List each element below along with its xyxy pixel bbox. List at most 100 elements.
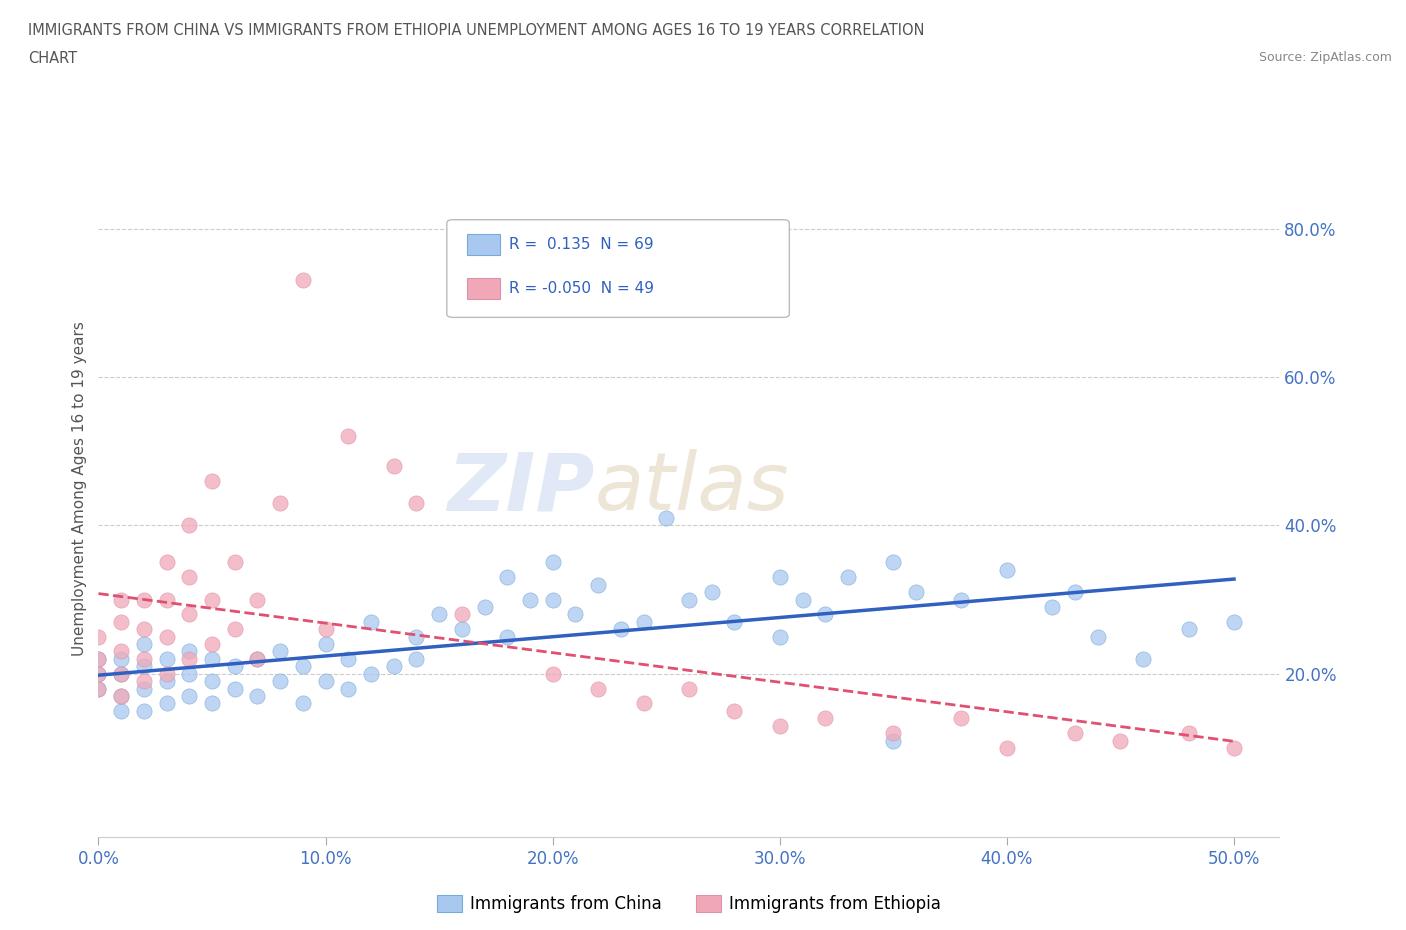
Point xyxy=(564,607,586,622)
Point xyxy=(360,615,382,630)
Point xyxy=(291,658,314,673)
Point xyxy=(405,496,427,511)
Point xyxy=(633,696,655,711)
Point xyxy=(792,592,814,607)
Point xyxy=(179,666,201,681)
Point xyxy=(246,652,269,667)
Point xyxy=(633,615,655,630)
Point xyxy=(474,600,496,615)
Point xyxy=(450,622,472,637)
Text: CHART: CHART xyxy=(28,51,77,66)
Point xyxy=(132,673,155,688)
Point xyxy=(541,555,564,570)
Point xyxy=(882,725,904,740)
Point xyxy=(132,652,155,667)
Point xyxy=(110,666,132,681)
Point xyxy=(427,607,450,622)
Point xyxy=(291,273,314,288)
Point xyxy=(110,666,132,681)
Point xyxy=(723,615,745,630)
Point xyxy=(814,607,837,622)
Point xyxy=(950,592,973,607)
Point xyxy=(995,740,1018,755)
Point xyxy=(87,652,110,667)
Point xyxy=(132,658,155,673)
Point xyxy=(269,496,291,511)
Point xyxy=(519,592,541,607)
Point xyxy=(655,511,678,525)
Point xyxy=(132,637,155,652)
Point xyxy=(179,607,201,622)
Point xyxy=(541,666,564,681)
Text: R =  0.135  N = 69: R = 0.135 N = 69 xyxy=(509,236,654,252)
Point xyxy=(315,622,337,637)
Point xyxy=(837,570,859,585)
Point xyxy=(382,458,405,473)
Point xyxy=(1223,615,1246,630)
Point xyxy=(87,666,110,681)
Point xyxy=(1064,585,1087,600)
Point xyxy=(678,681,700,696)
Point xyxy=(87,666,110,681)
FancyBboxPatch shape xyxy=(467,233,501,255)
Point xyxy=(201,652,224,667)
Point xyxy=(201,637,224,652)
Point xyxy=(496,570,519,585)
Point xyxy=(110,615,132,630)
Point xyxy=(87,630,110,644)
Text: R = -0.050  N = 49: R = -0.050 N = 49 xyxy=(509,281,654,296)
Point xyxy=(155,592,177,607)
Point xyxy=(450,607,472,622)
Point xyxy=(110,644,132,659)
Text: Source: ZipAtlas.com: Source: ZipAtlas.com xyxy=(1258,51,1392,64)
Point xyxy=(110,688,132,703)
Point xyxy=(405,630,427,644)
Point xyxy=(269,673,291,688)
Point xyxy=(155,696,177,711)
Point xyxy=(769,570,792,585)
Point xyxy=(882,555,904,570)
Point xyxy=(179,570,201,585)
Point xyxy=(87,681,110,696)
Point xyxy=(179,688,201,703)
Point xyxy=(541,592,564,607)
Point xyxy=(950,711,973,725)
Point xyxy=(1087,630,1109,644)
Point xyxy=(360,666,382,681)
Point xyxy=(586,681,609,696)
Point xyxy=(1132,652,1154,667)
Point xyxy=(201,473,224,488)
Point xyxy=(1064,725,1087,740)
Point xyxy=(132,592,155,607)
Point xyxy=(769,630,792,644)
Text: atlas: atlas xyxy=(595,449,789,527)
FancyBboxPatch shape xyxy=(467,277,501,299)
Point xyxy=(315,673,337,688)
Point xyxy=(224,555,246,570)
Y-axis label: Unemployment Among Ages 16 to 19 years: Unemployment Among Ages 16 to 19 years xyxy=(72,321,87,656)
Point xyxy=(110,652,132,667)
Point xyxy=(315,637,337,652)
Point xyxy=(723,703,745,718)
Point xyxy=(224,622,246,637)
Point xyxy=(201,673,224,688)
Point xyxy=(1223,740,1246,755)
Point xyxy=(700,585,723,600)
Point xyxy=(246,688,269,703)
Point xyxy=(337,681,360,696)
Point xyxy=(155,555,177,570)
FancyBboxPatch shape xyxy=(447,219,789,317)
Point xyxy=(337,429,360,444)
Point xyxy=(610,622,633,637)
Point xyxy=(132,681,155,696)
Point xyxy=(155,673,177,688)
Point xyxy=(201,696,224,711)
Legend: Immigrants from China, Immigrants from Ethiopia: Immigrants from China, Immigrants from E… xyxy=(430,888,948,920)
Point xyxy=(155,652,177,667)
Point xyxy=(1177,622,1199,637)
Point xyxy=(814,711,837,725)
Point xyxy=(382,658,405,673)
Point xyxy=(1177,725,1199,740)
Point xyxy=(246,652,269,667)
Point xyxy=(337,652,360,667)
